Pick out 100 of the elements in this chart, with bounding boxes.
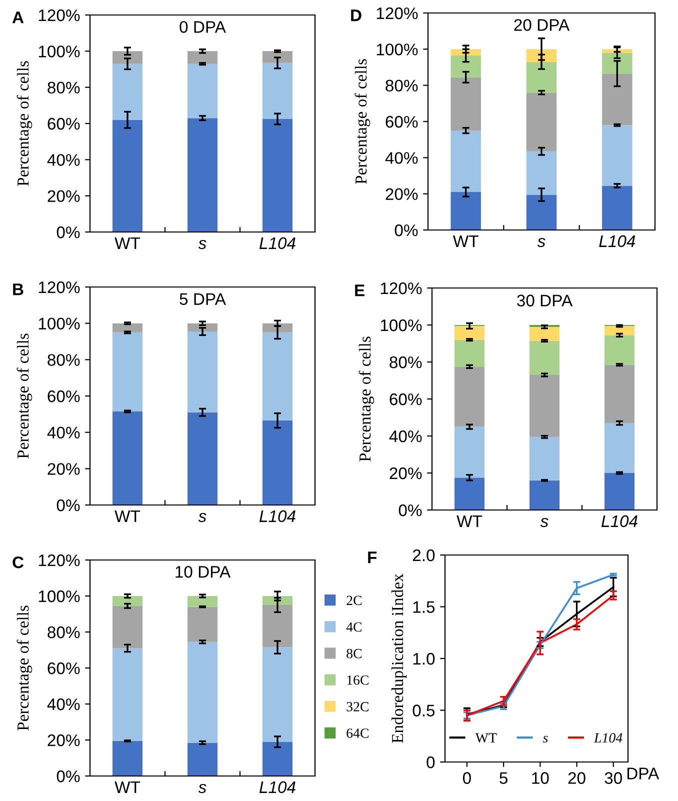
chart-title: 10 DPA (176, 566, 231, 578)
y-tick-label: 40% (385, 152, 418, 164)
y-tick-label: 100% (380, 319, 422, 332)
bar (188, 118, 218, 232)
x-tick-label: 0 (462, 772, 471, 784)
y-tick-label: 120% (38, 554, 80, 566)
y-tick-label: 100% (38, 318, 80, 330)
x-tick-label: s (198, 512, 206, 522)
bar (188, 642, 218, 743)
bar (454, 478, 484, 510)
bar (530, 436, 560, 480)
y-tick-label: 40% (47, 698, 80, 710)
bar (604, 423, 634, 473)
bar (188, 606, 218, 642)
y-tick-label: 0% (56, 499, 80, 512)
y-tick-label: 60% (48, 390, 80, 402)
y-tick-label: 80% (390, 356, 422, 368)
text: E (355, 284, 364, 296)
bar (526, 92, 557, 152)
x-tick-label: s (540, 518, 548, 528)
chart-title: 20 DPA (514, 19, 570, 31)
x-tick-label: WT (114, 781, 140, 793)
y-tick-label: 100% (38, 46, 80, 58)
legend-label: 16C (347, 675, 368, 685)
y-axis-title: Percentage of cells (354, 59, 370, 184)
y-tick-label: 80% (386, 80, 418, 92)
bar (450, 130, 481, 192)
y-tick-label: 0% (398, 504, 422, 516)
x-tick-label: s (198, 240, 206, 250)
bar (188, 51, 218, 64)
x-tick-label: L104 (599, 235, 636, 248)
bar (602, 74, 632, 126)
bar (526, 62, 557, 93)
y-tick-label: 60% (48, 662, 80, 674)
legend-label: 2C (346, 596, 362, 606)
bar (530, 340, 560, 375)
bar (450, 192, 481, 230)
bar (530, 374, 560, 437)
y-tick-label: 120% (38, 281, 80, 294)
y-tick-label: 80% (48, 354, 80, 366)
bar (602, 186, 632, 230)
chart-title: 5 DPA (180, 293, 226, 305)
bar (112, 120, 142, 232)
y-tick-label: 20% (48, 463, 80, 475)
bar (112, 606, 142, 648)
text: A (12, 12, 24, 24)
bar (188, 412, 218, 505)
bar (112, 411, 142, 505)
y-tick-label: 0 (426, 756, 435, 768)
y-tick-label: 1.5 (413, 601, 435, 613)
y-tick-label: 100% (38, 590, 80, 602)
y-tick-label: 100% (376, 44, 418, 56)
y-tick-label: 20% (390, 467, 422, 480)
x-tick-label: L104 (601, 515, 638, 528)
y-tick-label: 0.5 (412, 704, 435, 716)
y-tick-label: 0% (56, 226, 80, 238)
legend-label: 4C (346, 622, 362, 632)
x-tick-label: L104 (259, 237, 296, 250)
x-tick-label: WT (456, 515, 482, 527)
bar (188, 742, 218, 776)
bar (112, 332, 142, 412)
x-tick-label: L104 (259, 781, 296, 794)
y-tick-label: 0% (394, 224, 418, 236)
bar (112, 648, 142, 741)
y-tick-label: 120% (38, 9, 80, 22)
x-tick-label: L104 (259, 510, 296, 522)
y-tick-label: 20% (386, 188, 418, 200)
bar (188, 596, 218, 607)
legend-label: s (542, 736, 548, 743)
y-tick-label: 40% (389, 430, 422, 442)
bar (262, 332, 292, 421)
y-tick-label: 60% (390, 393, 422, 406)
bar (112, 740, 142, 776)
y-axis-title: Percentage of cells (16, 334, 32, 458)
bar (604, 326, 634, 336)
legend-label: 64C (346, 728, 368, 738)
bar (112, 323, 142, 332)
x-tick-label: 20 (568, 772, 586, 784)
y-tick-label: 20% (48, 190, 80, 202)
y-tick-label: 120% (380, 282, 422, 294)
text: C (12, 556, 24, 568)
text: D (351, 10, 362, 22)
y-tick-label: 40% (47, 426, 80, 439)
bar (454, 326, 484, 340)
bar (188, 332, 218, 412)
y-tick-label: 2.0 (412, 549, 435, 562)
x-tick-label: 10 (532, 772, 549, 784)
bar (262, 647, 292, 742)
bar (262, 118, 292, 232)
y-tick-label: 40% (47, 154, 80, 166)
x-tick-label: WT (114, 510, 140, 522)
y-tick-label: 80% (48, 82, 80, 94)
x-tick-label: s (198, 784, 206, 794)
bar (262, 742, 292, 776)
bar (112, 64, 142, 120)
bar (188, 64, 218, 118)
bar (530, 326, 560, 341)
legend-label: L104 (594, 733, 622, 743)
bar (450, 77, 481, 131)
chart-title: 30 DPA (517, 294, 573, 306)
